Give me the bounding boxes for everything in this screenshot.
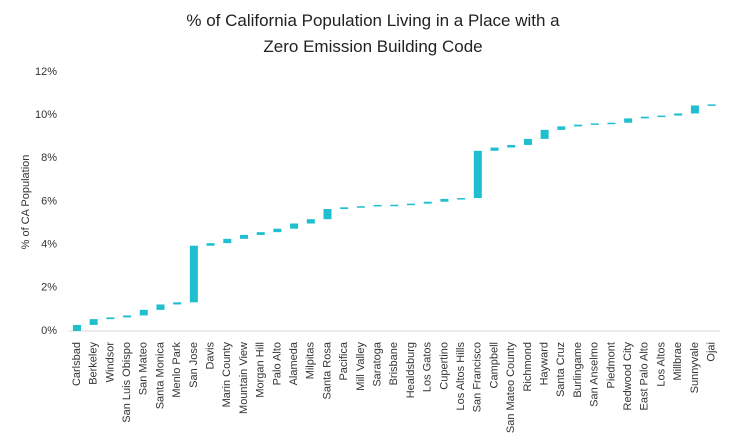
x-tick-label: Pacifica <box>338 341 350 380</box>
x-tick-label: Saratoga <box>372 341 384 387</box>
y-tick-label: 2% <box>41 282 57 294</box>
bar <box>373 204 382 207</box>
bar <box>123 315 132 318</box>
x-tick-label: Campbell <box>488 342 500 388</box>
bar <box>106 317 115 320</box>
bar <box>557 126 566 130</box>
bar <box>574 124 583 127</box>
x-tick-label: Berkeley <box>88 342 100 385</box>
bar <box>607 122 616 125</box>
x-tick-label: Milpitas <box>305 342 317 380</box>
bar <box>173 302 182 305</box>
y-tick-label: 0% <box>41 325 57 337</box>
x-tick-label: Sunnyvale <box>689 342 701 393</box>
bar <box>640 116 649 119</box>
x-tick-label: Morgan Hill <box>255 342 267 398</box>
x-tick-label: San Mateo County <box>505 342 517 434</box>
x-tick-label: Los Altos <box>655 342 667 387</box>
x-tick-label: Menlo Park <box>171 342 183 398</box>
bar <box>139 309 148 316</box>
y-tick-label: 4% <box>41 239 57 251</box>
x-tick-label: Santa Cruz <box>555 342 567 397</box>
bar <box>540 129 549 139</box>
x-tick-label: San Francisco <box>472 342 484 412</box>
y-tick-label: 8% <box>41 152 57 164</box>
bar <box>657 115 666 118</box>
bar <box>624 118 633 123</box>
bar <box>340 207 349 210</box>
y-tick-label: 6% <box>41 195 57 207</box>
x-tick-label: Los Altos Hills <box>455 342 467 411</box>
x-tick-label: San Luis Obispo <box>121 342 133 423</box>
bar <box>507 144 516 148</box>
bar <box>690 105 699 114</box>
bar <box>206 243 215 246</box>
bar <box>674 113 683 116</box>
chart-title: % of California Population Living in a P… <box>186 11 560 56</box>
x-tick-label: Carlsbad <box>71 342 83 386</box>
x-tick-label: Richmond <box>522 342 534 392</box>
y-axis-label: % of CA Population <box>20 155 32 250</box>
x-tick-label: Hayward <box>539 342 551 385</box>
bar <box>189 245 198 303</box>
x-tick-label: San Jose <box>188 342 200 388</box>
bar <box>590 123 599 125</box>
x-tick-label: San Anselmo <box>589 342 601 407</box>
bar <box>239 234 248 239</box>
x-tick-label: San Mateo <box>138 342 150 395</box>
x-tick-label: Healdsburg <box>405 342 417 398</box>
bar <box>89 319 98 325</box>
bar <box>473 150 482 199</box>
x-tick-label: Piedmont <box>605 342 617 388</box>
x-tick-label: Davis <box>204 342 216 370</box>
x-tick-label: Alameda <box>288 341 300 385</box>
x-tick-label: Santa Rosa <box>321 341 333 399</box>
bar <box>306 219 315 224</box>
x-tick-label: Los Gatos <box>422 342 434 393</box>
bar <box>390 204 399 207</box>
x-tick-label: Redwood City <box>622 342 634 411</box>
x-tick-label: Marin County <box>221 342 233 408</box>
bar <box>156 304 165 310</box>
bar <box>423 201 432 204</box>
x-tick-label: Windsor <box>104 342 116 383</box>
bar <box>407 203 416 206</box>
bar <box>457 198 466 200</box>
bar <box>490 147 499 151</box>
x-tick-label: East Palo Alto <box>639 342 651 411</box>
bar <box>273 228 282 233</box>
x-tick-label: Burlingame <box>572 342 584 398</box>
x-tick-label: Cupertino <box>438 342 450 390</box>
bar <box>323 209 332 220</box>
bar <box>707 104 716 106</box>
x-tick-label: Brisbane <box>388 342 400 385</box>
x-tick-label: Santa Monica <box>154 341 166 409</box>
bar <box>523 138 532 145</box>
bar <box>356 206 365 208</box>
x-tick-label: Ojai <box>706 342 718 362</box>
bar <box>223 238 232 244</box>
bar <box>256 232 265 235</box>
bar <box>290 223 299 229</box>
x-tick-label: Palo Alto <box>271 342 283 385</box>
bar <box>72 324 81 331</box>
x-tick-label: Millbrae <box>672 342 684 381</box>
y-tick-label: 10% <box>35 109 57 121</box>
x-tick-label: Mountain View <box>238 342 250 414</box>
y-tick-label: 12% <box>35 66 57 78</box>
bar <box>440 198 449 202</box>
x-tick-label: Mill Valley <box>355 342 367 391</box>
